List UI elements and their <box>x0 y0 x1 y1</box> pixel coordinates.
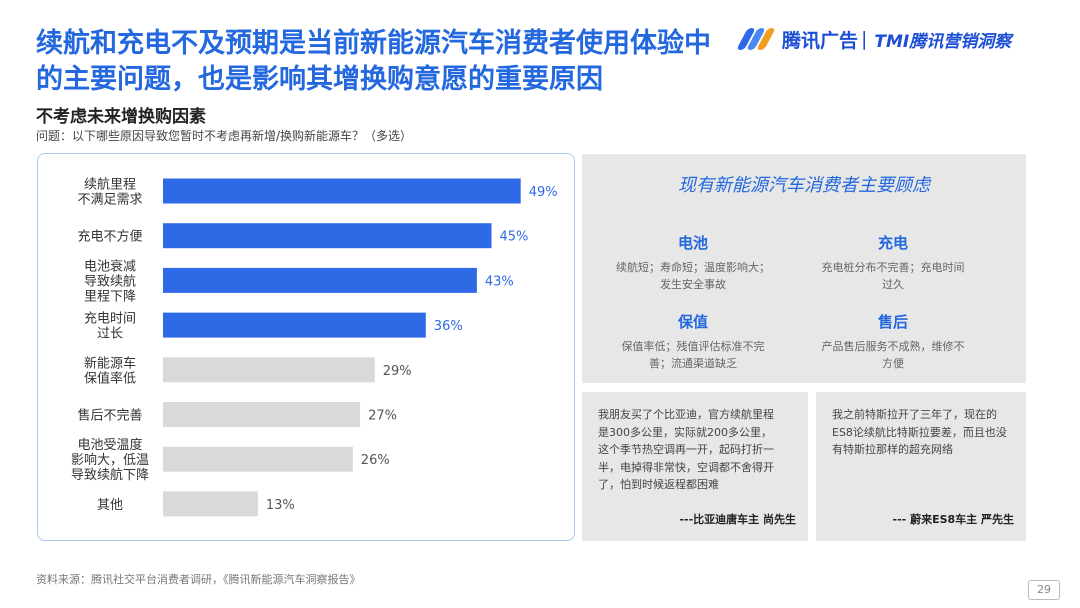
category-label-line: 影响大，低温 <box>71 452 149 468</box>
bar-value-label: 43% <box>485 274 514 289</box>
category-label-line: 不满足需求 <box>77 193 142 208</box>
concern-value-retention-text-line: 保值率低；残值评估标准不完 <box>621 340 765 353</box>
quote-text: 我之前特斯拉开了三年了，现在的 ES8论续航比特斯拉要差，而且也没 有特斯拉那样… <box>832 406 1007 459</box>
concern-battery: 电池 续航短；寿命短；温度影响大； 发生安全事故 <box>598 233 788 293</box>
quote-signature: --- 蔚来ES8车主 严先生 <box>892 513 1014 526</box>
quote-text: 我朋友买了个比亚迪，官方续航里程 是300多公里，实际就200多公里， 这个季节… <box>598 406 774 494</box>
concern-charging: 充电 充电桩分布不完善；充电时间 过久 <box>798 233 988 293</box>
category-label-line: 充电时间 <box>84 311 136 327</box>
category-label-line: 导致续航 <box>84 273 136 289</box>
quote-signature: ---比亚迪唐车主 尚先生 <box>679 513 796 526</box>
page-title-line-2: 的主要问题，也是影响其增换购意愿的重要原因 <box>36 64 603 95</box>
category-label-line: 新能源车 <box>84 355 136 371</box>
logo-separator: | <box>861 28 868 50</box>
section-subtitle: 不考虑未来增换购因素 <box>36 107 206 127</box>
quote-line: 这个季节热空调再一开，起码打折一 <box>598 443 774 456</box>
category-label-line: 售后不完善 <box>77 408 142 424</box>
concern-battery-text-line: 发生安全事故 <box>660 278 726 291</box>
bar-value-label: 45% <box>500 230 529 245</box>
concern-value-retention-heading: 保值 <box>677 313 708 331</box>
bar-chart: 49% 续航里程不满足需求 45% 充电不方便 43% 电池衰减导致续航里程下降 36% 充电… <box>71 177 558 517</box>
quote-line: 我之前特斯拉开了三年了，现在的 <box>832 408 997 421</box>
survey-question: 问题：以下哪些原因导致您暂时不考虑再新增/换购新能源车？（多选） <box>36 129 413 143</box>
logo-sub-brand-text: TMI腾讯营销洞察 <box>874 31 1012 52</box>
concern-after-sales-text: 产品售后服务不成熟，维修不 方便 <box>798 338 988 372</box>
concern-charging-text: 充电桩分布不完善；充电时间 过久 <box>798 259 988 293</box>
category-label: 电池衰减导致续航里程下降 <box>84 258 136 304</box>
bar-value-label: 13% <box>266 498 295 513</box>
category-label: 充电时间过长 <box>84 311 136 342</box>
category-label-line: 导致续航下降 <box>71 467 149 483</box>
category-label-line: 保值率低 <box>84 370 136 386</box>
quote-line: 了，怕到时候返程都困难 <box>598 478 719 491</box>
bar-value-label: 27% <box>368 409 397 424</box>
bar <box>163 267 477 293</box>
quote-line: 是300多公里，实际就200多公里， <box>598 425 772 439</box>
page-title: 续航和充电不及预期是当前新能源汽车消费者使用体验中 的主要问题，也是影响其增换购… <box>36 26 726 98</box>
category-label: 续航里程不满足需求 <box>77 177 142 208</box>
bar-value-label: 49% <box>529 185 558 200</box>
bar <box>163 357 375 383</box>
page-title-line-1: 续航和充电不及预期是当前新能源汽车消费者使用体验中 <box>36 28 711 59</box>
bar-value-label: 29% <box>383 364 412 379</box>
category-label: 其他 <box>97 498 123 513</box>
quote-line: 有特斯拉那样的超充网络 <box>832 443 953 456</box>
concern-battery-heading: 电池 <box>677 234 708 252</box>
concern-charging-heading: 充电 <box>877 234 908 252</box>
bar <box>163 446 353 472</box>
bar-value-label: 26% <box>361 453 390 468</box>
category-label: 新能源车保值率低 <box>84 355 136 386</box>
concern-after-sales-text-line: 产品售后服务不成熟，维修不 <box>821 340 965 353</box>
category-label: 充电不方便 <box>77 229 142 245</box>
page-number: 29 <box>1028 580 1060 600</box>
concern-value-retention-text: 保值率低；残值评估标准不完 善；流通渠道缺乏 <box>598 338 788 372</box>
category-label: 售后不完善 <box>77 408 142 424</box>
concern-after-sales-text-line: 方便 <box>882 357 904 370</box>
category-label: 电池受温度影响大，低温导致续航下降 <box>71 437 149 483</box>
category-label-line: 其他 <box>97 498 123 513</box>
bar <box>163 223 492 249</box>
logo-brand-text: 腾讯广告 <box>782 29 859 52</box>
concern-charging-text-line: 充电桩分布不完善；充电时间 <box>821 261 965 274</box>
tencent-ads-logo-icon <box>736 27 778 51</box>
category-label-line: 里程下降 <box>84 289 136 304</box>
data-source-note: 资料来源：腾讯社交平台消费者调研，《腾讯新能源汽车洞察报告》 <box>36 573 361 586</box>
brand-logo: 腾讯广告 | TMI腾讯营销洞察 <box>736 26 1012 52</box>
bar-chart-card: 49% 续航里程不满足需求 45% 充电不方便 43% 电池衰减导致续航里程下降 36% 充电… <box>37 153 575 541</box>
bar <box>163 402 361 427</box>
concern-value-retention: 保值 保值率低；残值评估标准不完 善；流通渠道缺乏 <box>598 312 788 372</box>
bar <box>163 312 426 338</box>
concern-charging-text-line: 过久 <box>882 278 904 291</box>
category-label-line: 电池受温度 <box>77 437 142 453</box>
concern-after-sales-heading: 售后 <box>877 313 908 331</box>
quote-card-byd-owner: 我朋友买了个比亚迪，官方续航里程 是300多公里，实际就200多公里， 这个季节… <box>582 392 808 541</box>
concern-battery-text: 续航短；寿命短；温度影响大； 发生安全事故 <box>598 259 788 293</box>
category-label-line: 充电不方便 <box>77 229 142 245</box>
quote-line: 半，电掉得非常快，空调都不舍得开 <box>598 460 774 474</box>
bar <box>163 491 258 517</box>
concerns-panel-title: 现有新能源汽车消费者主要顾虑 <box>678 175 930 196</box>
quote-line: ES8论续航比特斯拉要差，而且也没 <box>832 425 1007 439</box>
quote-line: 我朋友买了个比亚迪，官方续航里程 <box>598 408 774 421</box>
concern-battery-text-line: 续航短；寿命短；温度影响大； <box>616 261 770 274</box>
bar-value-label: 36% <box>434 319 463 334</box>
quote-card-nio-owner: 我之前特斯拉开了三年了，现在的 ES8论续航比特斯拉要差，而且也没 有特斯拉那样… <box>816 392 1026 541</box>
category-label-line: 电池衰减 <box>84 258 136 274</box>
concern-after-sales: 售后 产品售后服务不成熟，维修不 方便 <box>798 312 988 372</box>
category-label-line: 续航里程 <box>84 177 136 193</box>
concerns-panel: 现有新能源汽车消费者主要顾虑 电池 续航短；寿命短；温度影响大； 发生安全事故 … <box>582 154 1026 383</box>
bar <box>163 178 521 204</box>
concern-value-retention-text-line: 善；流通渠道缺乏 <box>649 357 737 370</box>
category-label-line: 过长 <box>97 327 123 342</box>
